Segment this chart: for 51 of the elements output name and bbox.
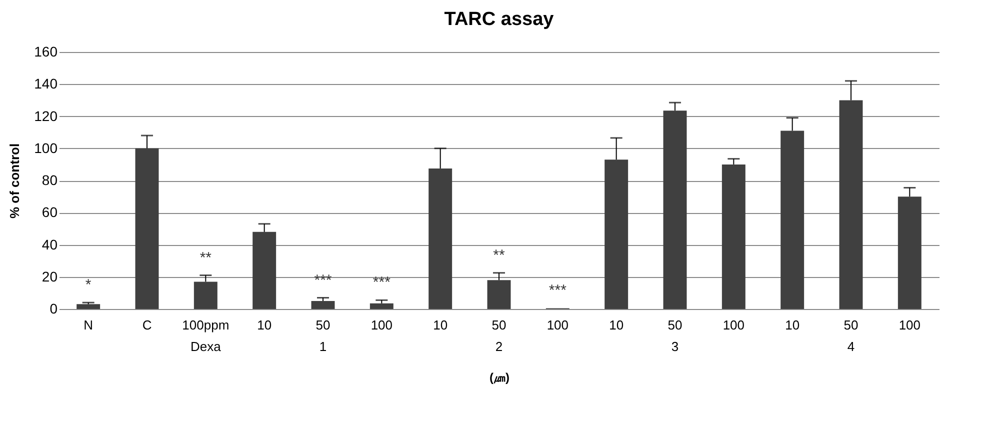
y-tick-label: 40 [42,236,58,252]
bar [370,303,394,309]
x-tick-label: 10 [785,318,800,332]
bar [604,160,628,309]
data-label: ** [200,249,212,266]
bar [252,232,276,309]
bar [898,196,922,309]
y-tick-label: 20 [42,268,58,284]
bar [194,282,218,309]
data-label: *** [548,282,567,300]
x-tick-label: 50 [492,318,506,332]
x-tick-label: 50 [668,318,682,332]
x-tick-label: 100 [546,318,569,332]
y-tick-label: 60 [42,204,58,220]
bar [311,300,335,309]
data-label: ** [493,246,505,264]
text: 2 [495,339,503,354]
x-tick-label: 100 [898,318,921,332]
bar [839,100,863,309]
y-axis-title: % of control [7,143,22,219]
x-tick-label: 50 [844,318,858,332]
data-label: *** [372,274,391,292]
chart-title: TARC assay [444,9,554,30]
y-tick-label: 100 [34,140,58,156]
x-tick-label: 50 [316,318,330,332]
x-tick-label: 10 [609,318,624,332]
y-tick-label: 140 [34,76,58,92]
y-tick-label: 120 [34,108,58,124]
bar [487,280,511,309]
bar [780,130,804,309]
x-tick-label: C [142,318,152,332]
bar [76,304,100,309]
x-tick-label: 100 [370,318,393,332]
text: Dexa [190,339,222,354]
data-label: * [85,276,92,294]
y-tick-label: 0 [50,300,58,316]
y-tick-label: 80 [42,172,58,188]
x-tick-label: N [84,318,94,332]
text: 3 [671,339,679,354]
x-tick-label: 10 [433,318,448,332]
bar [663,110,687,309]
x-tick-label: 10 [257,318,272,332]
text: 1 [319,339,327,354]
x-tick-label: 100ppm [182,318,230,332]
bar [428,168,452,309]
text: 4 [847,339,855,354]
bar [135,148,159,309]
x-tick-label: 100 [722,318,745,332]
y-tick-label: 160 [34,44,58,60]
bar [722,164,746,309]
x-axis-title: (㎛) [490,370,510,384]
